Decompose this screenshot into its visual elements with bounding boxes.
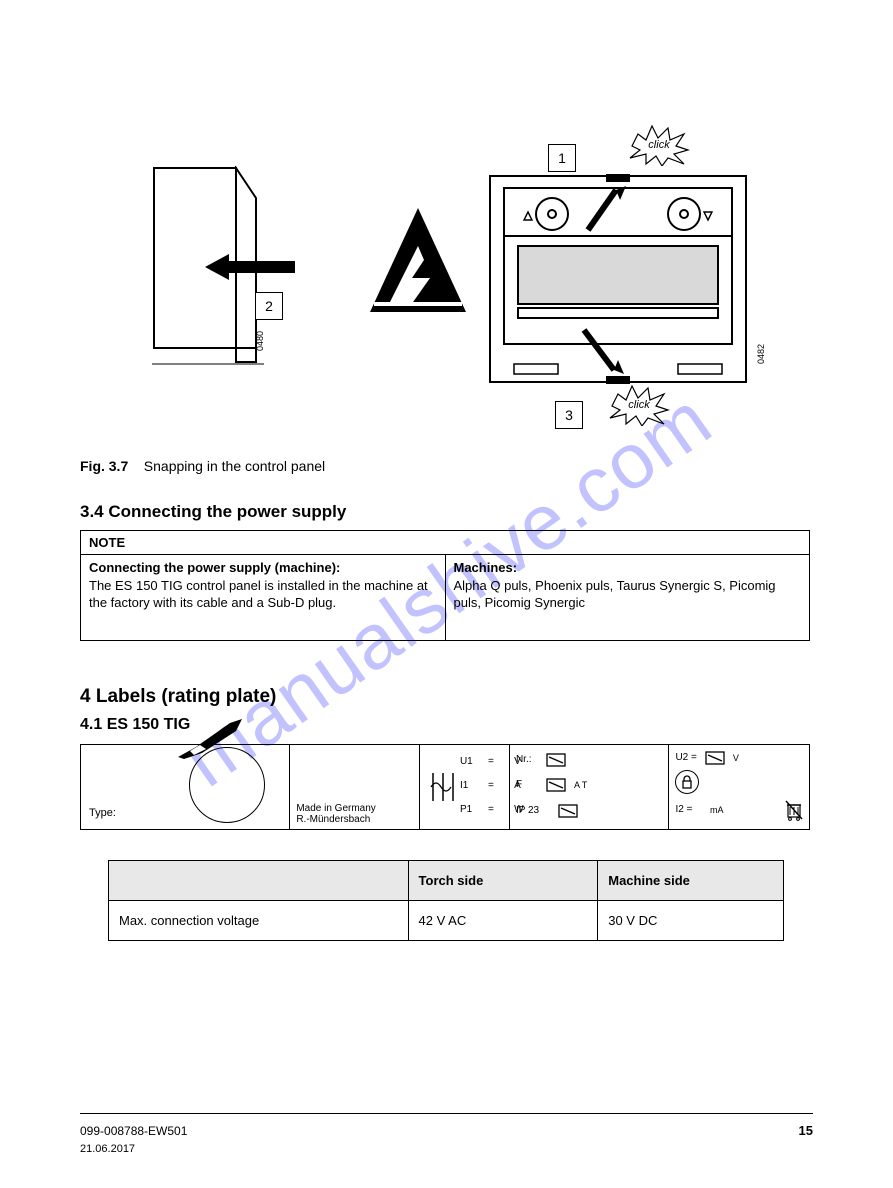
section-3-4-title: 3.4 Connecting the power supply [80,502,346,522]
type-circle [189,747,265,823]
side-view-code: 0480 [255,331,265,351]
section-4-title: 4 Labels (rating plate) [80,686,276,708]
phase-icon [429,769,457,805]
step-1-label: 1 [558,150,566,166]
i2-label: I2 = [675,802,692,818]
spec-header-machine: Machine side [598,861,784,901]
spec-table: Torch side Machine side Max. connection … [108,860,784,941]
figure-number: Fig. 3.7 [80,458,128,474]
note-machines-lead: Machines: [454,560,518,575]
box-icon [558,804,578,818]
rating-plate-strip: Type: Made in Germany R.-Mündersbach [80,744,810,830]
step-box-3: 3 [555,401,583,429]
p1-label: P1 [460,802,482,818]
type-label: Type: [89,807,116,819]
diagram-region: 0480 2 [0,66,893,456]
note-body: The ES 150 TIG control panel is installe… [89,578,428,611]
note-header: NOTE [81,531,810,555]
front-view-code: 0482 [756,344,766,364]
weee-icon [785,799,803,821]
note-lead: Connecting the power supply (machine): [89,560,340,575]
click-text-bottom: click [628,399,649,411]
i2-unit: mA [710,802,724,818]
u2-unit: V [733,750,739,766]
step-box-2: 2 [255,292,283,320]
made-in: Made in Germany [296,803,413,814]
spec-row-label: Max. connection voltage [109,901,409,941]
footer-page: 15 [799,1123,813,1138]
footer-doc: 099-008788-EW501 [80,1124,187,1138]
figure-caption-text: Snapping in the control panel [144,458,325,474]
f-suffix: A T [574,777,587,793]
front-view-illustration [488,174,748,384]
box-icon [546,753,566,767]
spec-row-machine: 30 V DC [598,901,784,941]
figure-caption: Fig. 3.7 Snapping in the control panel [80,458,325,474]
left-arrow-icon [205,254,295,280]
strip-col-input: U1= V I1= A P1= W [420,745,510,829]
i1-label: I1 [460,778,482,794]
strip-col-type: Type: [81,745,290,829]
section-4-1-title: 4.1 ES 150 TIG [80,716,190,734]
u2-label: U2 = [675,750,696,766]
step-3-label: 3 [565,407,573,423]
note-table: NOTE Connecting the power supply (machin… [80,530,810,641]
box-icon [705,751,725,765]
step-2-label: 2 [265,298,273,314]
step-box-1: 1 [548,144,576,172]
place: R.-Mündersbach [296,814,413,825]
click-burst-bottom: click [608,384,670,426]
u1-label: U1 [460,754,482,770]
f-label: F [516,777,538,793]
spec-header-blank [109,861,409,901]
esd-icon [368,206,468,316]
table-row: Max. connection voltage 42 V AC 30 V DC [109,901,784,941]
note-machines-list: Alpha Q puls, Phoenix puls, Taurus Syner… [454,578,776,611]
click-burst-top: click [628,124,690,166]
footer-date: 21.06.2017 [80,1143,135,1155]
strip-col-serial: Nr.: F A T IP 23 [510,745,670,829]
ip-label: IP 23 [516,803,550,819]
spec-row-torch: 42 V AC [408,901,598,941]
box-icon [546,778,566,792]
footer-rule [80,1113,813,1114]
spec-header-torch: Torch side [408,861,598,901]
click-text-top: click [648,139,669,151]
padlock-icon [675,770,699,794]
strip-col-origin: Made in Germany R.-Mündersbach [290,745,420,829]
nr-label: Nr.: [516,752,538,768]
strip-col-output: U2 = V I2 = mA [669,745,809,829]
